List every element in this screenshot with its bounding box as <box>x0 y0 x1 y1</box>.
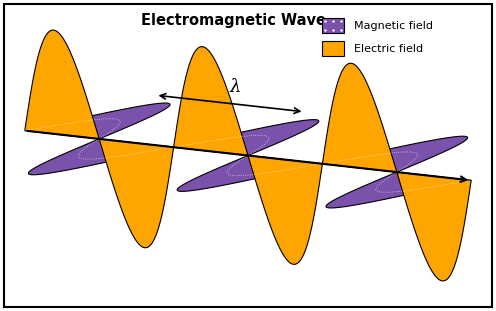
Polygon shape <box>174 120 319 156</box>
Polygon shape <box>99 139 174 248</box>
Text: λ: λ <box>229 77 241 95</box>
Polygon shape <box>248 156 323 264</box>
Polygon shape <box>397 172 471 281</box>
Polygon shape <box>323 136 468 173</box>
Polygon shape <box>174 47 248 157</box>
Polygon shape <box>25 103 170 139</box>
Text: Electromagnetic Wave: Electromagnetic Wave <box>141 13 325 28</box>
Text: Magnetic field: Magnetic field <box>355 21 434 30</box>
Polygon shape <box>323 63 398 175</box>
Polygon shape <box>177 156 325 191</box>
Polygon shape <box>25 30 99 139</box>
Bar <box>322 41 344 56</box>
Polygon shape <box>28 139 175 175</box>
Text: Electric field: Electric field <box>355 44 424 53</box>
Bar <box>322 18 344 33</box>
Polygon shape <box>326 172 471 208</box>
